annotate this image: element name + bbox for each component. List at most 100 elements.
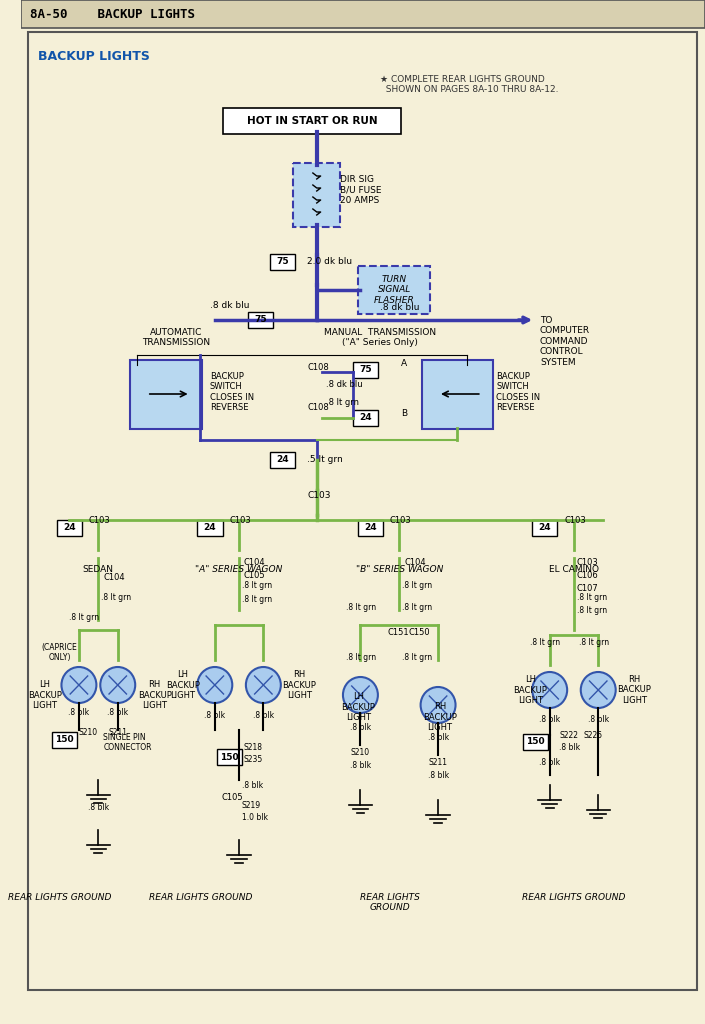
Text: ★ COMPLETE REAR LIGHTS GROUND
  SHOWN ON PAGES 8A-10 THRU 8A-12.: ★ COMPLETE REAR LIGHTS GROUND SHOWN ON P…: [380, 75, 558, 94]
Text: RH
BACKUP
LIGHT: RH BACKUP LIGHT: [423, 702, 457, 732]
Text: REAR LIGHTS
GROUND: REAR LIGHTS GROUND: [360, 893, 419, 912]
Text: 150: 150: [220, 753, 239, 762]
Text: .8 lt grn: .8 lt grn: [402, 653, 432, 662]
Text: MANUAL  TRANSMISSION
("A" Series Only): MANUAL TRANSMISSION ("A" Series Only): [324, 328, 436, 347]
FancyBboxPatch shape: [422, 360, 493, 429]
Text: C104: C104: [103, 573, 125, 582]
Text: EL CAMINO: EL CAMINO: [549, 565, 599, 574]
FancyBboxPatch shape: [197, 520, 223, 536]
FancyBboxPatch shape: [358, 266, 430, 314]
Text: 2.0 dk blu: 2.0 dk blu: [307, 257, 352, 266]
Text: 75: 75: [254, 315, 266, 325]
Text: .8 blk: .8 blk: [588, 715, 609, 724]
Text: C107: C107: [577, 584, 599, 593]
Text: C104: C104: [404, 558, 426, 567]
Text: RH
BACKUP
LIGHT: RH BACKUP LIGHT: [137, 680, 171, 710]
Text: .8 blk: .8 blk: [107, 708, 128, 717]
FancyBboxPatch shape: [130, 360, 202, 429]
Text: C150: C150: [409, 628, 431, 637]
Text: .8 blk: .8 blk: [539, 758, 560, 767]
Text: RH
BACKUP
LIGHT: RH BACKUP LIGHT: [282, 670, 317, 699]
Circle shape: [246, 667, 281, 703]
Text: .8 blk: .8 blk: [559, 743, 580, 752]
Text: 24: 24: [63, 523, 75, 532]
Text: DIR SIG
B/U FUSE
20 AMPS: DIR SIG B/U FUSE 20 AMPS: [340, 175, 381, 205]
FancyBboxPatch shape: [270, 254, 295, 270]
FancyBboxPatch shape: [216, 749, 242, 765]
FancyBboxPatch shape: [51, 732, 77, 748]
Text: S210: S210: [351, 748, 370, 757]
Text: 24: 24: [359, 414, 372, 423]
Text: S211: S211: [108, 728, 127, 737]
Text: C108: C108: [307, 362, 329, 372]
Text: .8 blk: .8 blk: [253, 711, 274, 720]
Text: A: A: [401, 359, 407, 368]
Text: 24: 24: [276, 456, 289, 465]
FancyBboxPatch shape: [352, 362, 378, 378]
Text: LH
BACKUP
LIGHT: LH BACKUP LIGHT: [513, 675, 547, 705]
Text: .8 blk: .8 blk: [539, 715, 560, 724]
Text: C106: C106: [577, 571, 599, 580]
Text: S210: S210: [79, 728, 98, 737]
Text: 24: 24: [539, 523, 551, 532]
Text: 150: 150: [526, 737, 544, 746]
Text: BACKUP
SWITCH
CLOSES IN
REVERSE: BACKUP SWITCH CLOSES IN REVERSE: [496, 372, 541, 413]
Text: .8 dk blu: .8 dk blu: [210, 301, 250, 310]
Text: 150: 150: [55, 735, 74, 744]
FancyBboxPatch shape: [223, 108, 401, 134]
Text: 1.0 blk: 1.0 blk: [242, 813, 268, 822]
Text: 75: 75: [276, 257, 289, 266]
Text: C103: C103: [229, 516, 251, 525]
Text: .8 dk blu: .8 dk blu: [380, 303, 419, 312]
Text: TO
COMPUTER
COMMAND
CONTROL
SYSTEM: TO COMPUTER COMMAND CONTROL SYSTEM: [540, 316, 590, 367]
Text: 8A-50    BACKUP LIGHTS: 8A-50 BACKUP LIGHTS: [30, 7, 195, 20]
Text: LH
BACKUP
LIGHT: LH BACKUP LIGHT: [28, 680, 62, 710]
Text: "A" SERIES WAGON: "A" SERIES WAGON: [195, 565, 283, 574]
Circle shape: [197, 667, 232, 703]
Text: C103: C103: [390, 516, 411, 525]
Circle shape: [532, 672, 567, 708]
Text: .8 lt grn: .8 lt grn: [69, 613, 99, 622]
Circle shape: [343, 677, 378, 713]
Text: LH
BACKUP
LIGHT: LH BACKUP LIGHT: [341, 692, 376, 722]
Text: TURN
SIGNAL
FLASHER: TURN SIGNAL FLASHER: [374, 275, 415, 305]
FancyBboxPatch shape: [20, 0, 705, 28]
FancyBboxPatch shape: [522, 734, 548, 750]
Text: .8 lt grn: .8 lt grn: [326, 398, 360, 407]
Circle shape: [61, 667, 97, 703]
Text: C103: C103: [564, 516, 586, 525]
Text: .8 blk: .8 blk: [427, 733, 448, 742]
Text: .8 lt grn: .8 lt grn: [346, 603, 376, 612]
Text: .8 lt grn: .8 lt grn: [102, 593, 131, 602]
Text: .8 lt grn: .8 lt grn: [242, 595, 272, 604]
Text: .8 blk: .8 blk: [427, 771, 448, 780]
Text: REAR LIGHTS GROUND: REAR LIGHTS GROUND: [149, 893, 252, 902]
FancyBboxPatch shape: [28, 32, 697, 990]
Text: B: B: [401, 409, 407, 418]
Text: C103: C103: [307, 490, 331, 500]
FancyBboxPatch shape: [357, 520, 383, 536]
Text: S218: S218: [244, 743, 263, 752]
Text: S211: S211: [429, 758, 448, 767]
Text: S225: S225: [584, 731, 603, 740]
FancyBboxPatch shape: [293, 163, 340, 227]
Text: .8 lt grn: .8 lt grn: [530, 638, 560, 647]
Text: REAR LIGHTS GROUND: REAR LIGHTS GROUND: [522, 893, 625, 902]
Text: REAR LIGHTS GROUND: REAR LIGHTS GROUND: [8, 893, 111, 902]
Text: BACKUP
SWITCH
CLOSES IN
REVERSE: BACKUP SWITCH CLOSES IN REVERSE: [210, 372, 254, 413]
Text: .8 blk: .8 blk: [68, 708, 90, 717]
Text: S222: S222: [559, 731, 578, 740]
Text: .8 lt grn: .8 lt grn: [242, 581, 272, 590]
Text: (CAPRICE
ONLY): (CAPRICE ONLY): [42, 643, 78, 662]
Text: .8 lt grn: .8 lt grn: [402, 581, 432, 590]
Text: .8 lt grn: .8 lt grn: [577, 606, 607, 615]
Circle shape: [421, 687, 455, 723]
FancyBboxPatch shape: [248, 312, 273, 328]
Text: 24: 24: [204, 523, 216, 532]
Text: C108: C108: [307, 403, 329, 412]
Text: "B" SERIES WAGON: "B" SERIES WAGON: [355, 565, 443, 574]
Text: LH
BACKUP
LIGHT: LH BACKUP LIGHT: [166, 670, 200, 699]
Text: RH
BACKUP
LIGHT: RH BACKUP LIGHT: [617, 675, 651, 705]
Text: .8 lt grn: .8 lt grn: [346, 653, 376, 662]
Text: S219: S219: [242, 801, 261, 810]
